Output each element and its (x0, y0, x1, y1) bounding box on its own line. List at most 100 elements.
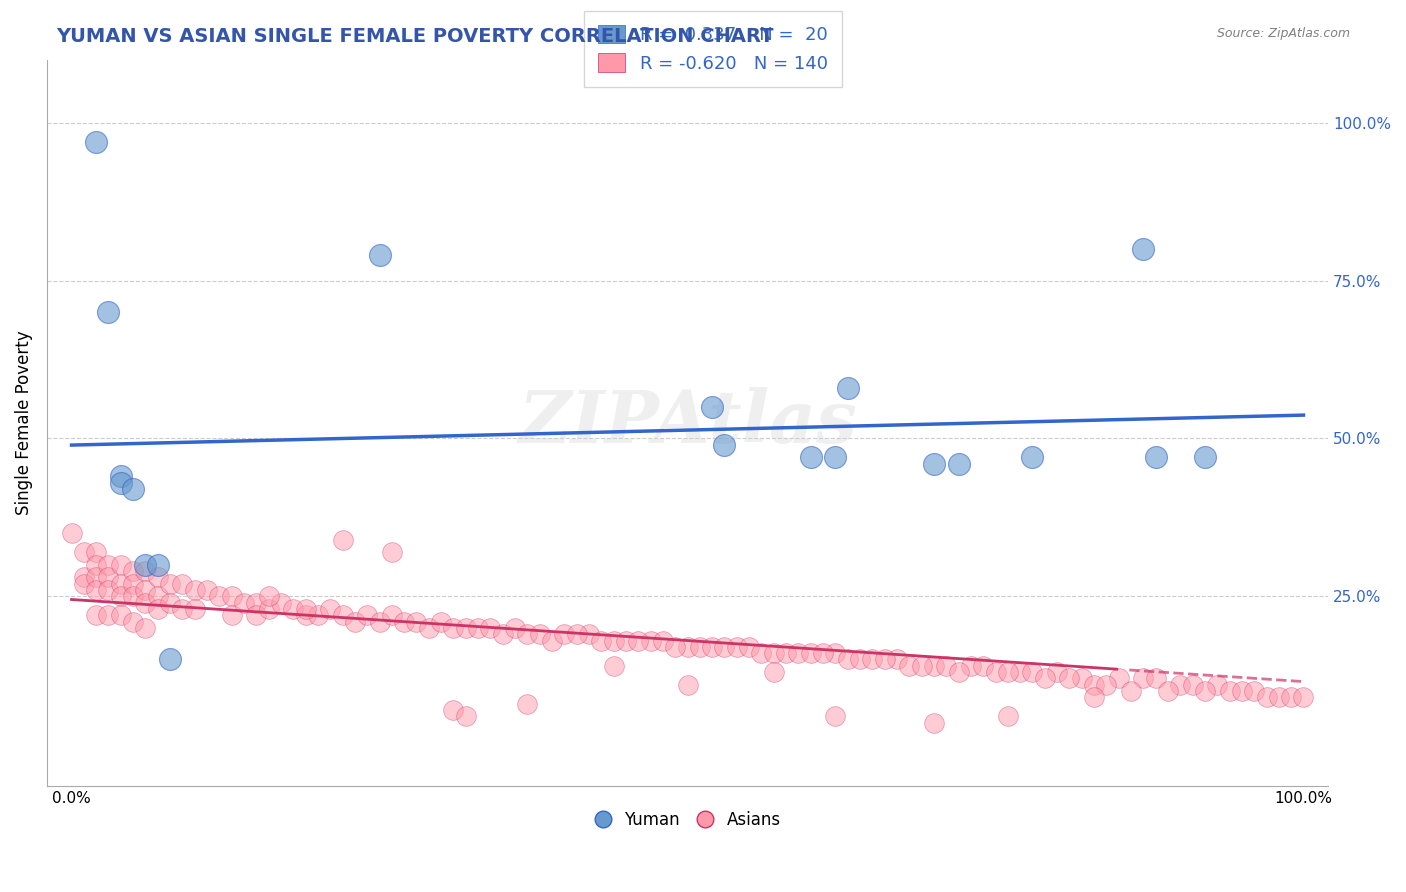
Point (529, 627, 551, 641)
Point (1132, 672, 1154, 686)
Point (751, 646, 773, 660)
Point (221, 608, 243, 623)
Point (1108, 672, 1130, 686)
Point (159, 576, 181, 591)
Point (824, 709, 846, 723)
Point (1010, 665, 1032, 680)
Point (922, 715, 945, 730)
Point (1181, 678, 1204, 692)
Point (183, 602, 205, 616)
Point (183, 582, 205, 597)
Point (849, 652, 872, 666)
Point (948, 665, 970, 680)
Point (1230, 684, 1253, 698)
Point (1268, 690, 1291, 705)
Point (73, 545, 96, 559)
Text: YUMAN VS ASIAN SINGLE FEMALE POVERTY CORRELATION CHART: YUMAN VS ASIAN SINGLE FEMALE POVERTY COR… (56, 27, 773, 45)
Point (294, 602, 316, 616)
Point (1292, 690, 1315, 705)
Point (824, 646, 846, 660)
Point (578, 627, 600, 641)
Point (84, 135, 107, 149)
Point (651, 633, 673, 648)
Point (738, 640, 761, 654)
Point (245, 608, 267, 623)
Point (837, 381, 859, 395)
Point (110, 469, 132, 483)
Point (602, 658, 624, 673)
Point (172, 576, 194, 591)
Point (294, 608, 316, 623)
Point (146, 558, 169, 572)
Point (1033, 672, 1056, 686)
Point (676, 640, 699, 654)
Point (134, 582, 156, 597)
Point (886, 652, 908, 666)
Point (84, 582, 107, 597)
Point (467, 621, 489, 635)
Point (898, 658, 921, 673)
Point (787, 646, 810, 660)
Point (1243, 684, 1265, 698)
Point (110, 576, 132, 591)
Point (824, 450, 846, 465)
Point (146, 570, 169, 584)
Point (97, 305, 120, 319)
Point (1206, 678, 1229, 692)
Point (984, 665, 1007, 680)
Point (972, 658, 994, 673)
Point (343, 615, 366, 629)
Point (392, 615, 415, 629)
Point (640, 633, 662, 648)
Text: ZIPAtlas: ZIPAtlas (519, 387, 856, 458)
Point (516, 697, 538, 711)
Point (1144, 672, 1167, 686)
Point (122, 564, 145, 578)
Point (997, 665, 1019, 680)
Y-axis label: Single Female Poverty: Single Female Poverty (15, 330, 32, 515)
Point (221, 590, 243, 604)
Point (1046, 665, 1069, 680)
Point (602, 633, 624, 648)
Point (159, 596, 181, 610)
Point (195, 582, 218, 597)
Point (713, 438, 735, 452)
Point (270, 596, 292, 610)
Point (110, 608, 132, 623)
Point (159, 652, 181, 666)
Point (257, 590, 280, 604)
Point (1095, 678, 1118, 692)
Point (503, 621, 526, 635)
Point (97, 582, 120, 597)
Point (146, 590, 169, 604)
Point (97, 608, 120, 623)
Point (541, 633, 564, 648)
Point (492, 627, 515, 641)
Point (134, 621, 156, 635)
Point (368, 615, 391, 629)
Point (418, 621, 440, 635)
Point (775, 646, 797, 660)
Point (479, 621, 502, 635)
Point (1021, 450, 1043, 465)
Point (702, 400, 724, 414)
Point (443, 703, 465, 717)
Point (516, 627, 538, 641)
Point (134, 596, 156, 610)
Point (591, 633, 613, 648)
Point (73, 570, 96, 584)
Point (762, 665, 785, 680)
Point (319, 602, 342, 616)
Point (84, 558, 107, 572)
Point (713, 640, 735, 654)
Point (1256, 690, 1278, 705)
Point (84, 570, 107, 584)
Point (1194, 450, 1216, 465)
Point (381, 608, 404, 623)
Point (110, 475, 132, 490)
Point (73, 576, 96, 591)
Point (368, 248, 391, 262)
Point (97, 558, 120, 572)
Point (1168, 678, 1191, 692)
Point (922, 457, 945, 471)
